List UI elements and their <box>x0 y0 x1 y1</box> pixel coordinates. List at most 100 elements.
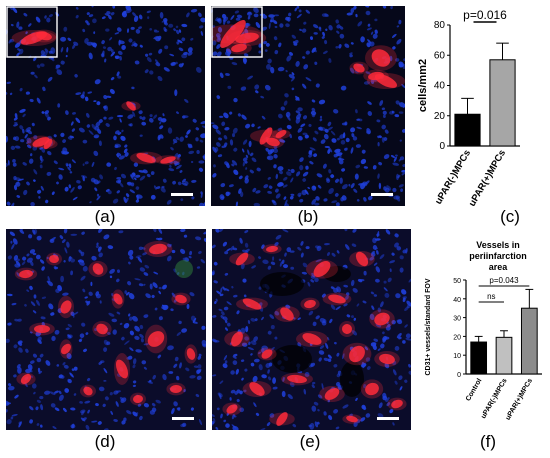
nucleus <box>237 113 241 117</box>
nucleus <box>311 107 316 112</box>
nucleus <box>84 296 88 299</box>
nucleus <box>139 267 146 272</box>
nucleus <box>110 76 115 81</box>
nucleus <box>377 348 381 351</box>
nucleus <box>64 388 70 393</box>
nucleus <box>200 120 205 125</box>
nucleus <box>324 145 330 149</box>
nucleus <box>128 38 133 43</box>
nucleus <box>238 175 243 180</box>
nucleus <box>84 96 89 102</box>
nucleus <box>153 114 158 119</box>
nucleus <box>67 37 72 42</box>
nucleus <box>71 159 76 164</box>
nucleus <box>212 315 217 318</box>
nucleus <box>375 278 380 283</box>
nucleus <box>143 283 146 286</box>
nucleus <box>77 185 82 190</box>
nucleus <box>321 293 326 298</box>
nucleus <box>103 116 107 120</box>
nucleus <box>110 51 116 57</box>
nucleus <box>344 295 349 300</box>
nucleus <box>335 202 340 206</box>
nucleus <box>387 324 391 328</box>
nucleus <box>60 60 65 65</box>
nucleus <box>12 238 18 245</box>
nucleus <box>242 278 247 283</box>
nucleus <box>393 156 397 162</box>
nucleus <box>235 201 238 206</box>
nucleus <box>196 375 202 381</box>
nucleus <box>92 42 97 48</box>
stain-spot <box>259 127 273 145</box>
nucleus <box>105 123 110 127</box>
stain-spot <box>49 254 59 264</box>
nucleus <box>283 196 287 200</box>
nucleus <box>74 311 79 315</box>
nucleus <box>377 413 384 418</box>
nucleus <box>380 301 384 308</box>
nucleus <box>201 125 205 129</box>
nucleus <box>179 136 184 142</box>
nucleus <box>222 286 226 291</box>
nucleus <box>129 330 135 336</box>
nucleus <box>277 182 284 187</box>
nucleus <box>26 137 32 144</box>
nucleus <box>89 201 92 204</box>
nucleus <box>218 308 223 312</box>
nucleus <box>231 133 236 138</box>
nucleus <box>362 300 367 304</box>
nucleus <box>144 264 150 269</box>
nucleus <box>152 374 156 380</box>
stain-spot <box>280 307 294 321</box>
nucleus <box>361 363 367 368</box>
nucleus <box>328 414 333 421</box>
nucleus <box>289 250 295 253</box>
nucleus <box>28 23 32 27</box>
nucleus <box>223 355 228 361</box>
nucleus <box>272 386 278 390</box>
nucleus <box>223 142 228 147</box>
y-axis-label: CD31+ vessels/standard FOV <box>425 278 432 375</box>
nucleus <box>47 76 53 82</box>
nucleus <box>267 265 272 270</box>
nucleus <box>181 37 186 42</box>
stain-spot <box>220 20 246 48</box>
nucleus <box>284 203 289 206</box>
nucleus <box>233 294 238 298</box>
nucleus <box>106 162 112 167</box>
nucleus <box>273 164 277 169</box>
nucleus <box>174 89 178 97</box>
nucleus <box>315 196 320 201</box>
bar <box>454 113 481 147</box>
nucleus <box>195 393 200 398</box>
nucleus <box>369 256 375 261</box>
nucleus <box>365 71 371 75</box>
y-tick-label: 80 <box>434 20 446 31</box>
nucleus <box>73 393 77 396</box>
nucleus <box>266 422 271 427</box>
nucleus <box>53 160 58 165</box>
nucleus <box>284 252 287 257</box>
nucleus <box>267 369 270 374</box>
nucleus <box>126 182 132 186</box>
nucleus <box>277 127 283 132</box>
nucleus <box>334 178 340 183</box>
nucleus <box>139 134 143 137</box>
nucleus <box>224 251 229 255</box>
stain-spot <box>60 300 72 314</box>
nucleus <box>37 336 42 343</box>
nucleus <box>305 77 312 82</box>
nucleus <box>290 168 295 174</box>
nucleus <box>223 306 229 311</box>
nucleus <box>232 360 238 365</box>
nucleus <box>242 157 248 162</box>
nucleus <box>159 125 164 130</box>
nucleus <box>352 136 358 141</box>
nucleus <box>333 364 338 368</box>
stain-spot <box>374 312 390 326</box>
nucleus <box>46 280 50 284</box>
nucleus <box>146 57 152 63</box>
nucleus <box>151 403 156 407</box>
